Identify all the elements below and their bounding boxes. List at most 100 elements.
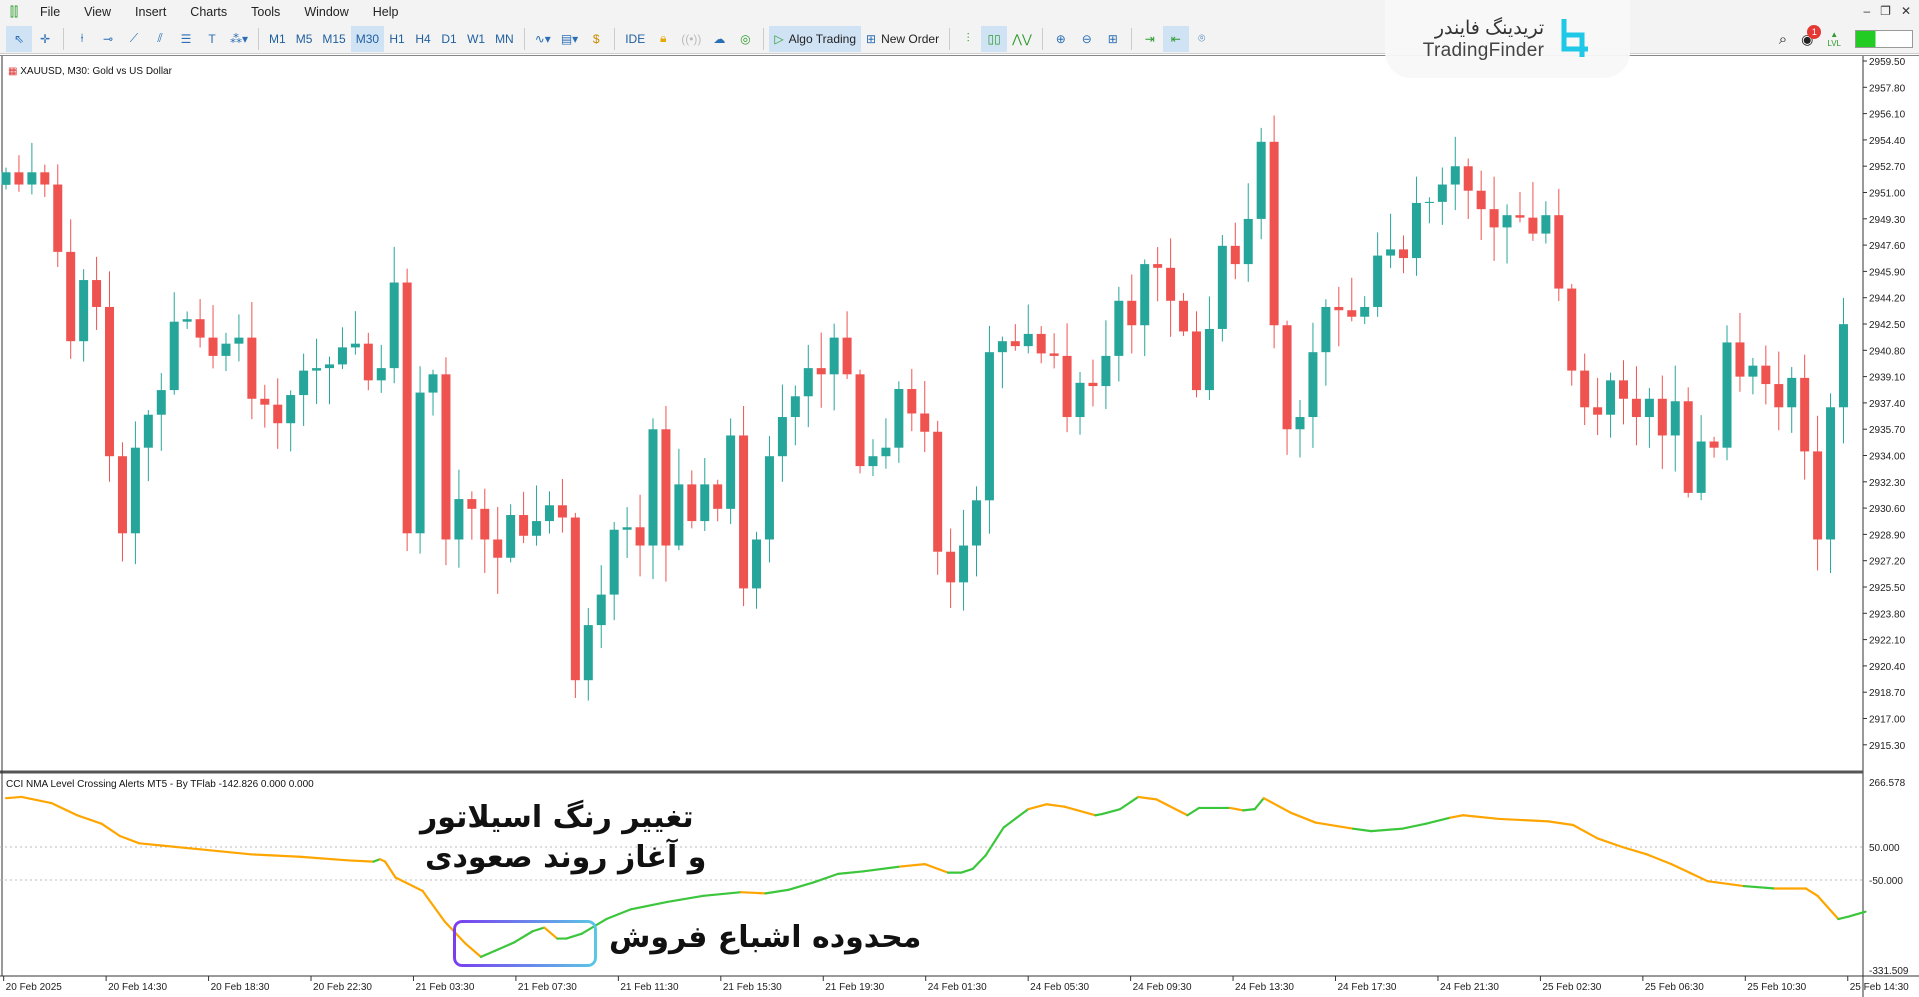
play-icon: ▷ (774, 31, 784, 46)
lvl-icon[interactable]: ▲ LVL (1827, 30, 1841, 48)
bearish-candle (92, 280, 102, 307)
chart-shift-icon[interactable]: ⇤ (1162, 25, 1189, 52)
line-chart-icon[interactable]: ⋀⋁ (1012, 31, 1032, 46)
search-icon[interactable]: ⌕ (1778, 30, 1788, 48)
restore-icon[interactable]: ❐ (1880, 4, 1891, 18)
menu-window[interactable]: Window (304, 5, 349, 19)
bullish-candle (1502, 215, 1512, 228)
timeframe-h1[interactable]: H1 (389, 31, 405, 46)
price-label: 2956.10 (1869, 110, 1906, 121)
price-label: 2917.00 (1869, 715, 1906, 726)
bearish-candle (1813, 451, 1823, 540)
bearish-candle (1567, 288, 1577, 371)
trendline-icon[interactable]: ⟋ (129, 31, 139, 45)
horizontal-line-icon[interactable]: ⊸ (102, 31, 114, 46)
bearish-candle (1191, 331, 1201, 391)
channel-icon[interactable]: ⫽ (157, 31, 163, 45)
timeframe-m5[interactable]: M5 (295, 31, 313, 46)
indicator-axis-label: -50.000 (1869, 876, 1903, 887)
bearish-candle (1735, 342, 1745, 377)
autoscroll-icon[interactable]: ⇥ (1144, 31, 1155, 46)
cci-line-segment (4, 795, 23, 800)
menu-file[interactable]: File (40, 5, 61, 19)
bullish-candle (1101, 355, 1111, 387)
menu-view[interactable]: View (84, 5, 112, 19)
bearish-candle (946, 551, 956, 583)
menu-tools[interactable]: Tools (251, 5, 281, 19)
market-bag-icon[interactable]: 🔒︎ (660, 31, 667, 45)
bullish-candle (1256, 141, 1266, 219)
tile-windows-icon[interactable]: ⊞ (1107, 31, 1118, 46)
shapes-icon[interactable]: ⁂▾ (230, 31, 249, 46)
chart-type-icon[interactable]: ∿▾ (534, 31, 551, 46)
timeframe-m15[interactable]: M15 (322, 31, 346, 46)
bullish-candle (997, 341, 1007, 353)
toolbar: ⇖ ✛ ⍿ ⊸ ⟋ ⫽ ☰ T ⁂▾ M1 M5 M15 M30 H1 H4 D… (0, 24, 1919, 54)
cci-line-segment (76, 814, 103, 825)
zoom-in-icon[interactable]: ⊕ (1055, 31, 1066, 46)
templates-icon[interactable]: ▤▾ (560, 31, 579, 46)
vertical-line-icon[interactable]: ⍿ (80, 31, 84, 45)
market-dollar-icon[interactable]: $ (592, 31, 600, 46)
bearish-candle (1761, 365, 1771, 385)
divider (949, 27, 951, 50)
text-tool-icon[interactable]: T (208, 31, 216, 46)
cci-line-segment (1063, 805, 1097, 817)
cci-line-segment (1314, 821, 1355, 830)
fibonacci-icon[interactable]: ☰ (180, 31, 192, 46)
bearish-candle (635, 527, 645, 546)
ide-button[interactable]: IDE (625, 31, 646, 46)
timeframe-h4[interactable]: H4 (415, 31, 431, 46)
zoom-out-icon[interactable]: ⊖ (1081, 31, 1092, 46)
bullish-candle (972, 500, 981, 546)
timeframe-m30[interactable]: M30 (350, 25, 385, 52)
price-label: 2927.20 (1869, 557, 1906, 568)
vps-cloud-icon[interactable]: ☁ (713, 31, 726, 46)
bullish-candle (803, 368, 813, 397)
cci-line-segment (249, 853, 301, 858)
subscriptions-icon[interactable]: ◎ (740, 31, 751, 46)
bearish-candle (1010, 341, 1020, 347)
time-label: 20 Feb 2025 (6, 982, 63, 993)
bearish-candle (1476, 190, 1486, 210)
bullish-candle (1644, 398, 1654, 418)
crosshair-icon[interactable]: ✛ (39, 31, 51, 46)
algo-trading-button[interactable]: ▷ Algo Trading (769, 25, 862, 52)
cci-line-segment (1186, 806, 1201, 817)
candlestick-chart-icon[interactable]: ▯▯ (981, 25, 1008, 52)
bullish-candle (1670, 401, 1680, 436)
bullish-candle (1217, 245, 1227, 329)
time-label: 21 Feb 15:30 (723, 982, 782, 993)
timeframe-m1[interactable]: M1 (269, 31, 286, 46)
menu-help[interactable]: Help (372, 5, 399, 19)
bullish-candle (777, 417, 787, 457)
screenshot-icon[interactable]: ⌾ (1198, 31, 1206, 45)
minimize-icon[interactable]: – (1863, 4, 1871, 18)
timeframe-mn[interactable]: MN (495, 31, 514, 46)
timeframe-w1[interactable]: W1 (467, 31, 486, 46)
cursor-tool-icon[interactable]: ⇖ (6, 25, 32, 52)
timeframe-d1[interactable]: D1 (441, 31, 457, 46)
chart-header: ▦ XAUUSD, M30: Gold vs US Dollar (8, 66, 172, 77)
close-icon[interactable]: ✕ (1900, 4, 1911, 18)
bullish-candle (1023, 333, 1033, 347)
bullish-candle (1541, 215, 1551, 234)
menu-charts[interactable]: Charts (190, 5, 228, 19)
bullish-candle (752, 539, 762, 589)
new-order-button[interactable]: ⊞ New Order (861, 26, 944, 52)
cci-line-segment (1498, 817, 1550, 823)
tradingfinder-logo-icon (1561, 19, 1589, 57)
price-label: 2942.50 (1869, 320, 1906, 331)
price-label: 2959.50 (1869, 57, 1906, 68)
cci-line-segment (372, 858, 382, 863)
annotation-color-change: تغییر رنگ اسیلاتور (420, 800, 694, 835)
account-icon[interactable]: ◉ 1 (1801, 24, 1822, 48)
signals-icon[interactable]: ((•)) (681, 31, 702, 46)
bullish-candle (881, 447, 891, 457)
menu-insert[interactable]: Insert (135, 5, 167, 19)
bar-chart-icon[interactable]: ⫶ (966, 31, 970, 45)
bearish-candle (1269, 141, 1279, 326)
chart-window[interactable]: 2959.50 2957.80 2956.10 2954.40 2952.70 2951.… (0, 55, 1919, 997)
bearish-candle (855, 374, 865, 467)
chart-canvas[interactable]: 2959.50 2957.80 2956.10 2954.40 2952.70 2951.… (0, 56, 1919, 997)
